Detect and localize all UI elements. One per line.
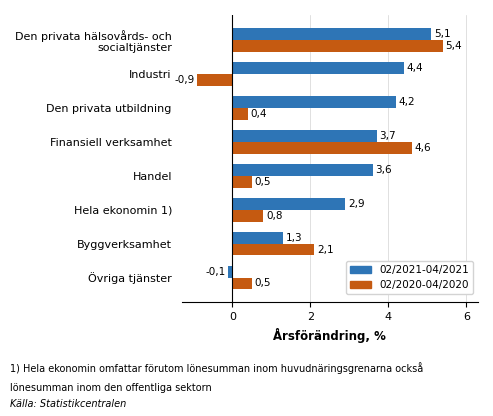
Text: 1,3: 1,3 xyxy=(286,233,302,243)
Text: 5,4: 5,4 xyxy=(446,41,462,51)
Bar xyxy=(232,96,396,108)
Bar xyxy=(232,198,346,210)
Text: 5,1: 5,1 xyxy=(434,29,451,39)
Bar xyxy=(232,210,263,222)
Bar xyxy=(232,176,252,188)
Text: 4,6: 4,6 xyxy=(415,143,431,153)
Bar xyxy=(232,108,248,120)
Text: 0,5: 0,5 xyxy=(254,278,271,288)
Text: -0,9: -0,9 xyxy=(174,75,194,85)
Bar xyxy=(232,62,404,74)
Bar xyxy=(232,142,412,154)
Text: 2,9: 2,9 xyxy=(348,199,365,209)
Text: 2,1: 2,1 xyxy=(317,245,334,255)
Legend: 02/2021-04/2021, 02/2020-04/2020: 02/2021-04/2021, 02/2020-04/2020 xyxy=(346,261,473,295)
Text: 1) Hela ekonomin omfattar förutom lönesumman inom huvudnäringsgrenarna också: 1) Hela ekonomin omfattar förutom lönesu… xyxy=(10,362,423,374)
Text: 4,2: 4,2 xyxy=(399,97,416,107)
Bar xyxy=(232,164,373,176)
Text: Källa: Statistikcentralen: Källa: Statistikcentralen xyxy=(10,399,126,409)
Bar xyxy=(197,74,232,86)
Bar xyxy=(232,277,252,290)
Bar xyxy=(232,40,443,52)
Bar xyxy=(232,130,377,142)
Text: -0,1: -0,1 xyxy=(206,267,226,277)
Text: 3,7: 3,7 xyxy=(379,131,396,141)
X-axis label: Årsförändring, %: Årsförändring, % xyxy=(273,328,386,343)
Bar xyxy=(232,232,283,244)
Bar xyxy=(232,28,431,40)
Bar xyxy=(232,244,314,255)
Text: lönesumman inom den offentliga sektorn: lönesumman inom den offentliga sektorn xyxy=(10,383,211,393)
Text: 0,8: 0,8 xyxy=(266,210,282,220)
Text: 4,4: 4,4 xyxy=(407,63,423,73)
Bar xyxy=(228,266,232,277)
Text: 0,5: 0,5 xyxy=(254,177,271,187)
Text: 0,4: 0,4 xyxy=(250,109,267,119)
Text: 3,6: 3,6 xyxy=(376,165,392,175)
